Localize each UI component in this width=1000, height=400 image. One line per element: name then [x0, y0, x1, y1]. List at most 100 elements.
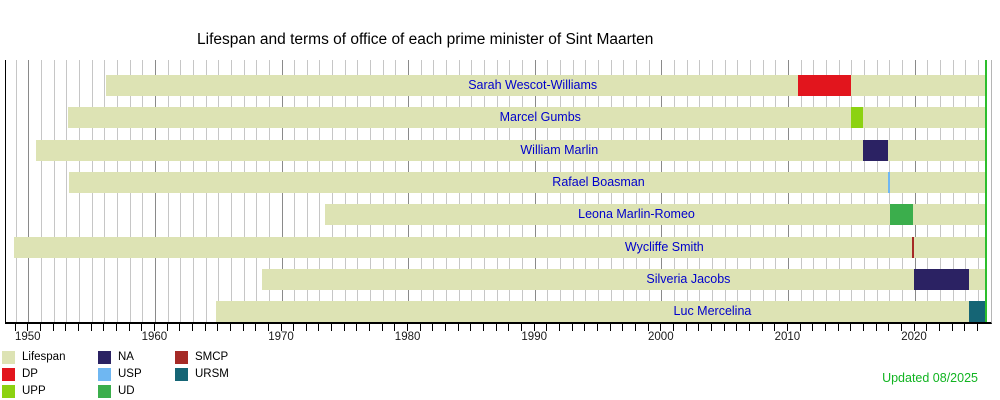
axis-tick — [622, 324, 624, 331]
axis-tick-label: 1950 — [14, 331, 41, 343]
chart-title: Lifespan and terms of office of each pri… — [197, 31, 654, 48]
legend-swatch-dp — [2, 368, 15, 381]
axis-tick — [824, 324, 826, 331]
axis-tick — [331, 324, 333, 331]
axis-tick — [774, 324, 776, 331]
decade-gridline — [28, 60, 30, 322]
axis-tick-label: 1980 — [394, 331, 421, 343]
axis-tick — [900, 324, 902, 331]
axis-tick-label: 1990 — [521, 331, 547, 343]
axis-tick — [483, 324, 485, 331]
axis-tick — [837, 324, 839, 331]
axis-tick — [115, 324, 117, 331]
term-of-office-bar — [968, 301, 986, 323]
axis-tick — [938, 324, 940, 331]
lifespan-bar — [216, 301, 986, 323]
legend-swatch-lifespan — [2, 351, 15, 364]
axis-tick — [926, 324, 928, 331]
axis-tick — [597, 324, 599, 331]
axis-tick — [521, 324, 523, 331]
axis-tick — [748, 324, 750, 331]
axis-tick — [888, 324, 890, 331]
axis-tick — [407, 324, 409, 331]
axis-tick — [103, 324, 105, 331]
year-gridline — [53, 60, 55, 322]
pm-name-label: Wycliffe Smith — [624, 239, 704, 254]
axis-tick — [356, 324, 358, 331]
axis-tick — [635, 324, 636, 331]
term-of-office-bar — [888, 171, 891, 193]
legend-swatch-upp — [2, 385, 15, 398]
lifespan-bar — [36, 139, 986, 161]
axis-tick — [369, 324, 371, 331]
legend-label: DP — [22, 368, 38, 380]
axis-tick — [419, 324, 421, 331]
axis-tick — [343, 324, 345, 331]
axis-tick — [381, 324, 383, 331]
axis-tick — [318, 324, 320, 331]
axis-tick — [546, 324, 548, 331]
term-of-office-bar — [798, 75, 852, 96]
axis-tick — [710, 324, 712, 331]
legend-swatch-ud — [98, 385, 111, 398]
pm-name-label: Sarah Wescot-Williams — [468, 78, 598, 92]
term-of-office-bar — [851, 107, 863, 129]
axis-tick — [723, 324, 725, 331]
pm-name-label: Marcel Gumbs — [499, 110, 581, 125]
axis-tick — [660, 324, 662, 331]
legend-swatch-smcp — [175, 351, 188, 364]
axis-tick — [52, 324, 54, 331]
axis-tick-label: 2020 — [901, 331, 927, 343]
axis-tick — [217, 324, 219, 331]
axis-tick — [293, 324, 295, 331]
axis-tick — [508, 324, 510, 331]
lifespan-bar — [325, 204, 986, 226]
axis-tick — [470, 324, 472, 331]
lifespan-bar — [14, 236, 986, 258]
legend-label: Lifespan — [22, 351, 66, 363]
pm-name-label: Rafael Boasman — [552, 174, 645, 189]
axis-tick-label: 2000 — [648, 331, 674, 343]
axis-tick — [951, 324, 953, 331]
axis-tick — [280, 324, 282, 331]
axis-tick — [672, 324, 674, 331]
axis-tick — [799, 324, 801, 331]
axis-tick — [141, 324, 143, 331]
updated-label: Updated 08/2025 — [882, 371, 978, 385]
axis-tick — [609, 324, 611, 331]
pm-name-label: Luc Mercelina — [673, 304, 752, 319]
year-gridline — [40, 60, 42, 322]
axis-tick — [445, 324, 447, 331]
axis-tick — [685, 324, 687, 331]
axis-tick-label: 2010 — [774, 331, 801, 343]
lifespan-bar — [69, 171, 986, 193]
axis-tick — [39, 324, 41, 331]
x-axis: 1950 1960 1970 1980 1990 2000 2010 2020 — [5, 322, 990, 344]
axis-tick — [267, 324, 269, 331]
axis-tick — [305, 324, 307, 331]
axis-tick — [584, 324, 586, 331]
axis-tick — [786, 324, 788, 331]
axis-tick-label: 1960 — [141, 331, 168, 343]
axis-tick — [913, 324, 915, 331]
plot-area: Sarah Wescot-Williams Marcel Gumbs William… — [5, 60, 992, 324]
axis-tick — [736, 324, 738, 331]
axis-tick — [571, 324, 573, 331]
axis-tick — [862, 324, 864, 331]
legend-label: UPP — [22, 385, 46, 397]
axis-tick — [875, 324, 877, 331]
lifespan-bar — [106, 75, 986, 96]
axis-tick — [14, 324, 16, 331]
axis-tick — [255, 324, 257, 331]
axis-tick — [65, 324, 67, 331]
legend-label: UD — [118, 385, 135, 397]
axis-tick — [179, 324, 181, 331]
axis-tick — [191, 324, 193, 331]
axis-tick — [647, 324, 649, 331]
lifespan-bar — [68, 107, 986, 129]
axis-tick — [204, 324, 206, 331]
term-of-office-bar — [913, 268, 969, 290]
term-of-office-bar — [890, 204, 914, 226]
legend-swatch-ursm — [175, 368, 188, 381]
